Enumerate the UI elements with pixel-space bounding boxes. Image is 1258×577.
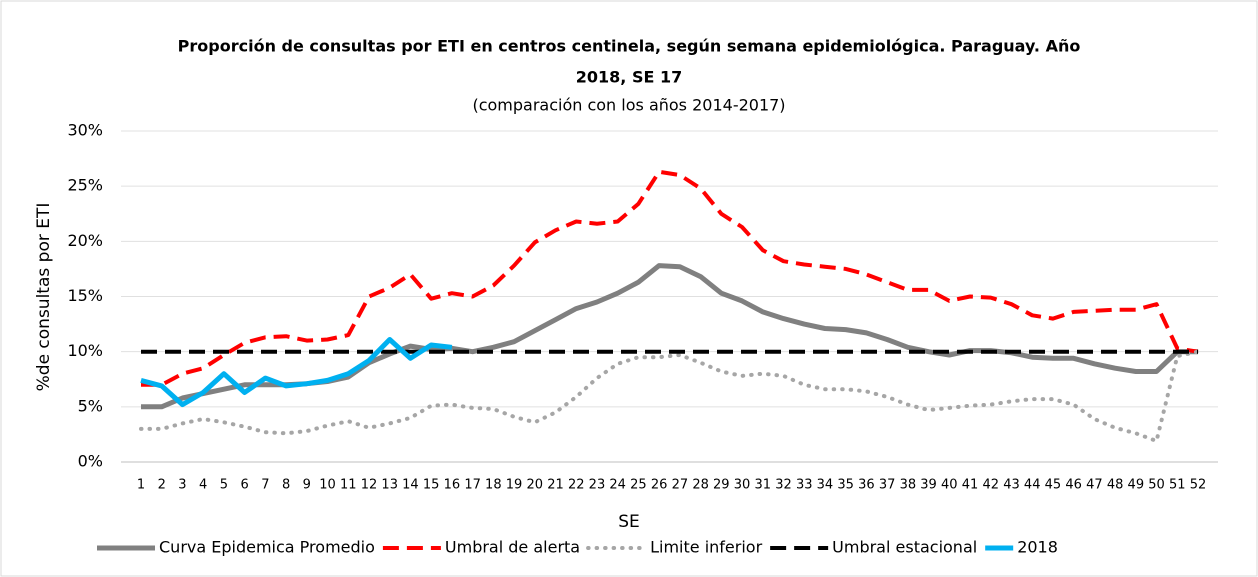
x-tick-label: 29 (713, 478, 730, 493)
x-tick-label: 19 (506, 478, 523, 493)
x-axis-label: SE (618, 512, 640, 532)
x-tick-label: 34 (817, 478, 834, 493)
y-tick-label: 25% (67, 176, 103, 195)
x-tick-label: 17 (464, 478, 481, 493)
x-tick-label: 18 (485, 478, 502, 493)
x-tick-label: 40 (941, 478, 958, 493)
x-tick-label: 26 (651, 478, 668, 493)
x-tick-label: 41 (962, 478, 979, 493)
x-tick-label: 37 (879, 478, 896, 493)
x-tick-label: 50 (1148, 478, 1165, 493)
legend-label: 2018 (1017, 538, 1058, 557)
series-line (140, 337, 453, 408)
legend-label: Curva Epidemica Promedio (159, 538, 375, 557)
x-tick-label: 33 (796, 478, 813, 493)
x-tick-label: 2 (158, 478, 166, 493)
x-tick-label: 43 (1003, 478, 1020, 493)
x-tick-label: 15 (423, 478, 440, 493)
chart-subtitle: (comparación con los años 2014-2017) (472, 96, 785, 115)
x-tick-label: 21 (547, 478, 564, 493)
x-tick-label: 14 (402, 478, 419, 493)
y-tick-label: 5% (78, 396, 103, 415)
legend-label: Umbral de alerta (445, 538, 580, 557)
x-tick-label: 12 (361, 478, 378, 493)
x-tick-label: 42 (982, 478, 999, 493)
x-tick-label: 5 (220, 478, 228, 493)
x-tick-label: 24 (609, 478, 626, 493)
x-tick-label: 6 (240, 478, 248, 493)
x-tick-label: 51 (1169, 478, 1186, 493)
x-tick-label: 30 (734, 478, 751, 493)
x-tick-label: 48 (1107, 478, 1124, 493)
x-tick-label: 45 (1045, 478, 1062, 493)
x-tick-label: 16 (444, 478, 461, 493)
y-tick-label: 30% (67, 121, 103, 140)
x-tick-label: 44 (1024, 478, 1041, 493)
x-tick-label: 11 (340, 478, 357, 493)
x-tick-label: 31 (754, 478, 771, 493)
legend-label: Limite inferior (650, 538, 762, 557)
x-tick-label: 36 (858, 478, 875, 493)
x-tick-label: 23 (589, 478, 606, 493)
legend-label: Umbral estacional (832, 538, 977, 557)
x-tick-label: 52 (1190, 478, 1207, 493)
x-tick-label: 1 (137, 478, 145, 493)
x-tick-label: 32 (775, 478, 792, 493)
x-tick-label: 25 (630, 478, 647, 493)
series-line (141, 169, 1199, 387)
chart-title: 2018, SE 17 (576, 68, 682, 87)
y-tick-label: 0% (78, 452, 103, 471)
chart-title: Proporción de consultas por ETI en centr… (178, 37, 1081, 56)
x-tick-label: 35 (837, 478, 854, 493)
x-tick-label: 20 (527, 478, 544, 493)
x-tick-label: 46 (1065, 478, 1082, 493)
x-tick-label: 39 (920, 478, 937, 493)
x-tick-label: 27 (672, 478, 689, 493)
x-tick-label: 9 (303, 478, 311, 493)
x-tick-label: 8 (282, 478, 290, 493)
x-tick-label: 49 (1128, 478, 1145, 493)
x-tick-label: 13 (381, 478, 398, 493)
x-tick-label: 7 (261, 478, 269, 493)
x-tick-label: 4 (199, 478, 207, 493)
x-tick-label: 47 (1086, 478, 1103, 493)
x-tick-label: 10 (319, 478, 336, 493)
x-tick-label: 28 (692, 478, 709, 493)
x-tick-label: 22 (568, 478, 585, 493)
y-tick-label: 20% (67, 231, 103, 250)
y-axis-label: %de consultas por ETI (34, 203, 54, 392)
x-tick-label: 3 (178, 478, 186, 493)
series-line (139, 349, 1200, 443)
y-tick-label: 15% (67, 286, 103, 305)
y-tick-label: 10% (67, 341, 103, 360)
x-tick-label: 38 (900, 478, 917, 493)
